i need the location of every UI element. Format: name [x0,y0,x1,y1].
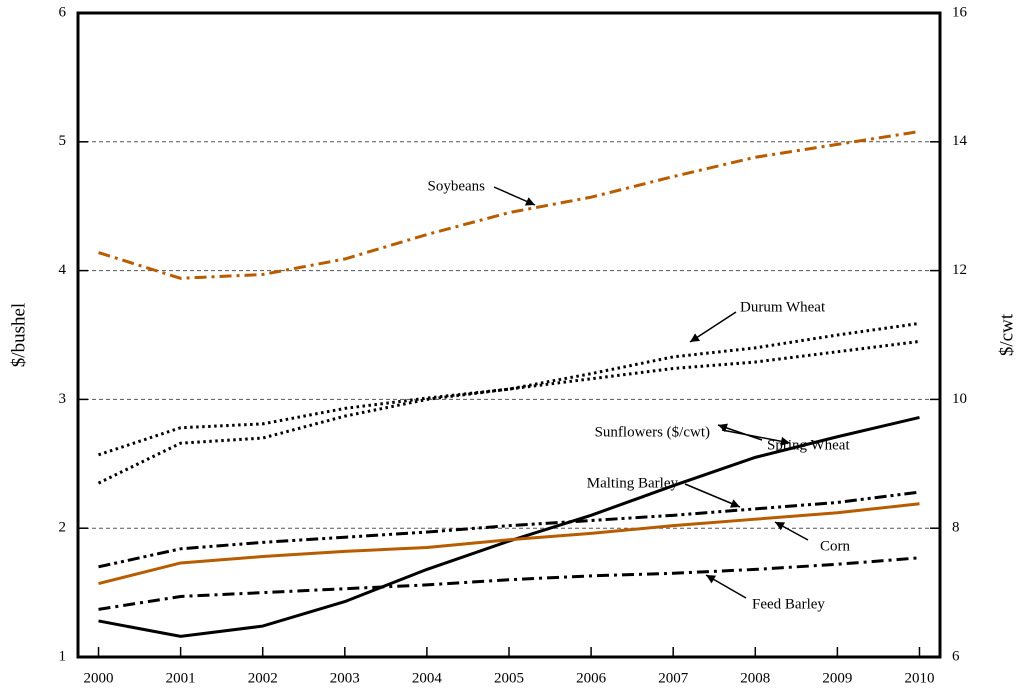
x-tick-label: 2001 [166,670,196,686]
y-tick-label: 1 [59,648,67,664]
series-annotation: Sunflowers ($/cwt) [595,424,710,440]
y-tick-label: 3 [59,391,67,407]
annotation-arrow [705,574,747,599]
x-tick-label: 2003 [330,670,360,686]
y2-tick-label: 14 [952,133,968,149]
series-line [98,490,920,569]
y-tick-label: 6 [59,4,67,20]
series-line [97,339,920,485]
plot-frame [76,11,942,659]
annotation-arrow [684,483,741,508]
x-tick-label: 2009 [822,670,852,686]
y2-tick-label: 10 [952,391,967,407]
x-tick-label: 2008 [740,670,770,686]
series-annotation: Durum Wheat [740,299,826,315]
series-line [98,321,920,457]
series-annotation: Soybeans [428,178,486,194]
annotation-arrow [774,521,809,541]
annotation-arrow [689,311,737,343]
x-tick-label: 2000 [84,670,114,686]
series-annotation: Spring Wheat [767,437,850,453]
y2-tick-label: 16 [952,4,968,20]
series-annotation: Feed Barley [752,596,825,612]
x-tick-label: 2004 [412,670,443,686]
y2-tick-label: 8 [952,520,960,536]
series-annotation: Corn [820,538,851,554]
y2-tick-label: 6 [952,648,960,664]
annotation-arrow [493,186,536,206]
y2-tick-label: 12 [952,262,967,278]
series-annotation: Malting Barley [587,475,679,491]
annotation-arrow [717,423,763,441]
x-tick-label: 2010 [904,670,934,686]
annotation-arrow [721,429,791,446]
y2-axis-label: $/cwt [996,313,1017,356]
x-tick-label: 2005 [494,670,524,686]
series-line [98,556,920,611]
y-tick-label: 4 [59,262,67,278]
series-line [98,130,920,280]
y-tick-label: 2 [59,520,67,536]
x-tick-label: 2006 [576,670,607,686]
x-tick-label: 2007 [658,670,689,686]
series-line [98,502,920,586]
x-tick-label: 2002 [248,670,278,686]
y-tick-label: 5 [59,133,67,149]
y-axis-label: $/bushel [8,303,29,367]
